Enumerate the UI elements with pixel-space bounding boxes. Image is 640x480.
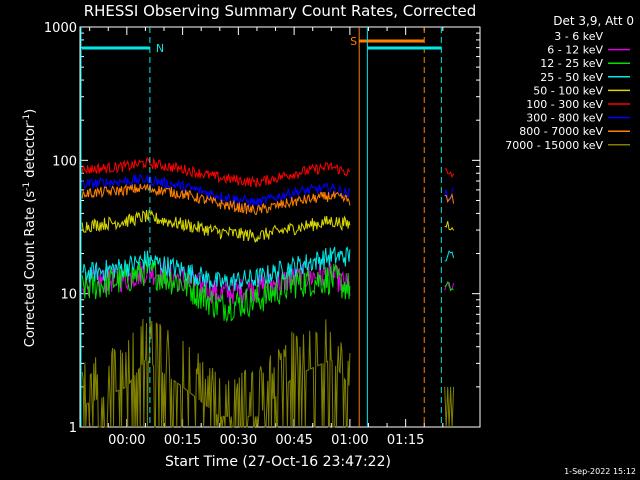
x-tick-label: 00:15 <box>164 433 201 448</box>
y-tick-label: 100 <box>52 154 77 169</box>
legend-label: 100 - 300 keV <box>526 98 603 111</box>
axes-frame <box>79 26 481 428</box>
x-tick-label: 01:15 <box>387 433 424 448</box>
series-line-segment <box>444 281 454 292</box>
y-axis-label: Corrected Count Rate (s-1 detector-1) <box>22 109 38 347</box>
footer-timestamp: 1-Sep-2022 15:12 <box>564 467 636 476</box>
series-line <box>81 157 351 188</box>
x-tick-label: 00:00 <box>108 433 145 448</box>
legend-label: 25 - 50 keV <box>540 71 603 84</box>
series-line-segment <box>444 168 455 179</box>
x-tick-label: 00:30 <box>220 433 257 448</box>
legend-title: Det 3,9, Att 0 <box>553 14 634 28</box>
night-label: N <box>156 42 164 55</box>
series-line-segment <box>444 221 455 231</box>
x-tick-label: 01:00 <box>331 433 368 448</box>
series-line <box>81 316 351 428</box>
saa-label: S <box>350 35 357 48</box>
legend-label: 7000 - 15000 keV <box>505 139 603 152</box>
y-tick-label: 1 <box>69 421 77 436</box>
series-line-segment <box>444 187 455 202</box>
legend-label: 800 - 7000 keV <box>519 125 603 138</box>
plot-area: 1 10 100 1000 00:00 00:15 00:30 00:45 01:00 01:15… <box>44 21 481 448</box>
series-line-segment <box>444 250 455 262</box>
y-tick-label: 1000 <box>44 21 77 36</box>
series-line <box>81 183 351 216</box>
x-axis-label: Start Time (27-Oct-16 23:47:22) <box>165 454 391 470</box>
series-line <box>81 246 351 292</box>
series-line <box>81 255 351 323</box>
x-tick-label: 00:45 <box>275 433 312 448</box>
legend-label: 12 - 25 keV <box>540 57 603 70</box>
series-line <box>81 209 351 243</box>
legend-label: 50 - 100 keV <box>533 84 603 97</box>
series-line-segment <box>444 275 454 280</box>
y-tick-label: 10 <box>60 288 77 303</box>
legend-label: 3 - 6 keV <box>554 30 603 43</box>
legend-label: 6 - 12 keV <box>547 44 603 57</box>
chart-title: RHESSI Observing Summary Count Rates, Co… <box>84 2 477 20</box>
series-line-segment <box>444 386 455 428</box>
series-line-segment <box>444 193 455 204</box>
legend-label: 300 - 800 keV <box>526 112 603 125</box>
series-line <box>81 173 351 208</box>
